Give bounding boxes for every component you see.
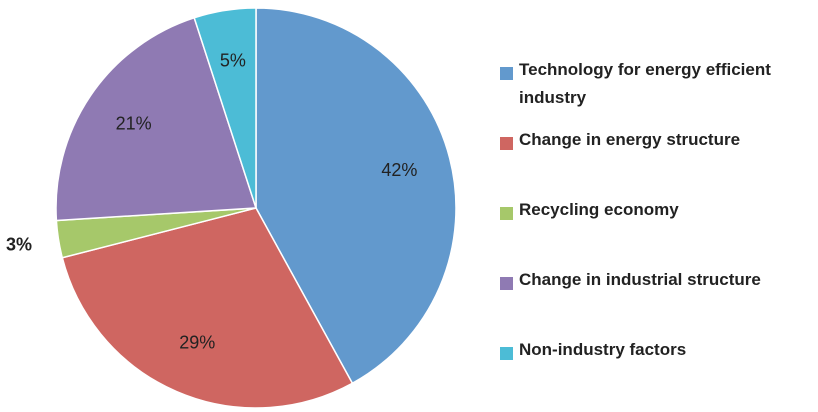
legend-swatch (500, 67, 513, 80)
legend-item: Non-industry factors (500, 340, 784, 412)
legend-swatch (500, 137, 513, 150)
legend: Technology for energy efficient industry… (500, 60, 784, 412)
legend-item: Recycling economy (500, 200, 784, 272)
data-label: 29% (179, 333, 215, 353)
chart: 42% 29% 3% 21% 5% (6, 7, 457, 409)
data-label: 21% (116, 114, 152, 134)
legend-item: Technology for energy efficient industry (500, 60, 784, 132)
pie-slice (193, 7, 257, 209)
legend-label: Change in industrial structure (519, 270, 761, 289)
legend-label: Recycling economy (519, 200, 679, 219)
pie-slice (255, 7, 457, 385)
legend-label: Non-industry factors (519, 340, 687, 359)
legend-swatch (500, 207, 513, 220)
pie-slice (61, 207, 354, 409)
legend-swatch (500, 347, 513, 360)
data-label: 5% (220, 51, 246, 71)
legend-label: Technology for energy efficient industry (519, 60, 771, 107)
legend-label: Change in energy structure (519, 130, 741, 149)
legend-item: Change in industrial structure (500, 270, 784, 342)
legend-swatch (500, 277, 513, 290)
legend-item: Change in energy structure (500, 130, 784, 202)
pie-slice (55, 16, 258, 222)
data-label: 42% (381, 160, 417, 180)
data-label: 3% (6, 234, 32, 254)
